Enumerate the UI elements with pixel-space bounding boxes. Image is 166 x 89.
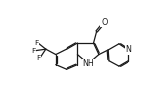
Text: NH: NH [82,59,94,68]
Text: N: N [125,45,131,54]
Text: F: F [34,40,39,46]
Text: F: F [36,55,40,61]
Text: F: F [31,48,36,54]
Text: O: O [101,18,108,27]
